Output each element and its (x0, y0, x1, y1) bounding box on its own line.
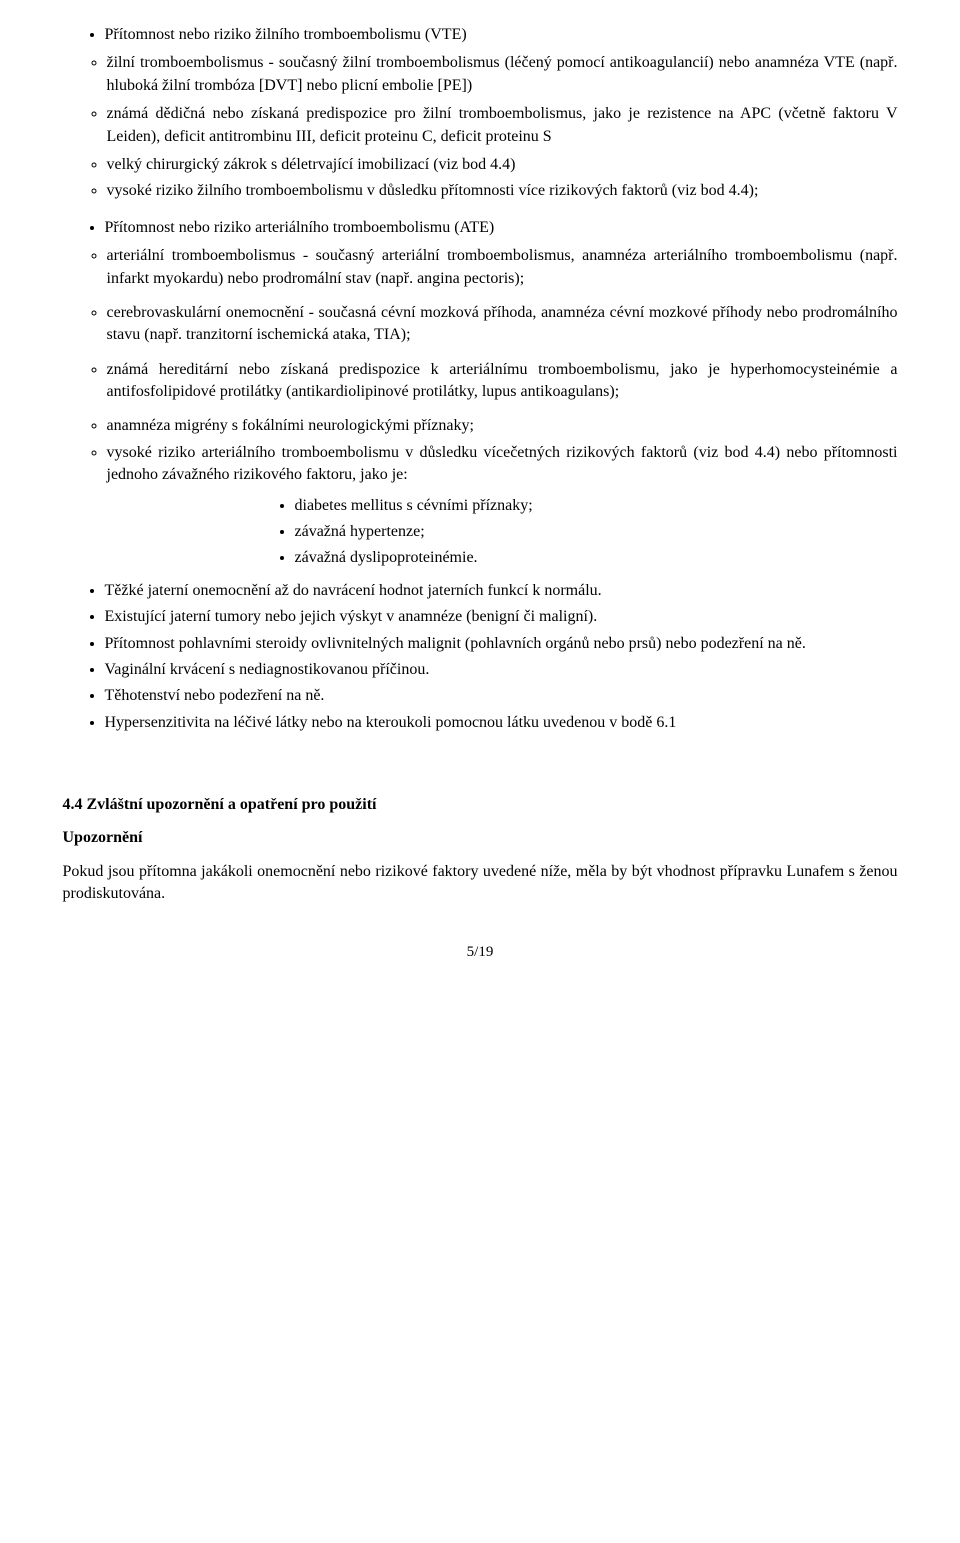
ate-item-4: vysoké riziko arteriálního tromboembolis… (107, 442, 898, 487)
ate-items: arteriální tromboembolismus - současný a… (63, 245, 898, 487)
ate-sub-0: diabetes mellitus s cévními příznaky; (295, 495, 898, 517)
other-1: Existující jaterní tumory nebo jejich vý… (105, 606, 898, 628)
ate-heading-list: Přítomnost nebo riziko arteriálního trom… (63, 217, 898, 239)
other-items: Těžké jaterní onemocnění až do navrácení… (63, 580, 898, 734)
ate-item-3: anamnéza migrény s fokálními neurologick… (107, 415, 898, 437)
vte-heading-list: Přítomnost nebo riziko žilního tromboemb… (63, 24, 898, 46)
vte-heading: Přítomnost nebo riziko žilního tromboemb… (105, 24, 898, 46)
vte-item-2: velký chirurgický zákrok s déletrvající … (107, 154, 898, 176)
other-0: Těžké jaterní onemocnění až do navrácení… (105, 580, 898, 602)
ate-sub-items: diabetes mellitus s cévními příznaky; zá… (63, 495, 898, 570)
ate-sub-1: závažná hypertenze; (295, 521, 898, 543)
ate-item-0: arteriální tromboembolismus - současný a… (107, 245, 898, 290)
other-4: Těhotenství nebo podezření na ně. (105, 685, 898, 707)
other-3: Vaginální krvácení s nediagnostikovanou … (105, 659, 898, 681)
warning-heading: Upozornění (63, 827, 898, 849)
other-2: Přítomnost pohlavními steroidy ovlivnite… (105, 633, 898, 655)
vte-item-0: žilní tromboembolismus - současný žilní … (107, 52, 898, 97)
vte-items: žilní tromboembolismus - současný žilní … (63, 52, 898, 202)
ate-item-2: známá hereditární nebo získaná predispoz… (107, 359, 898, 404)
vte-item-1: známá dědičná nebo získaná predispozice … (107, 103, 898, 148)
ate-sub-2: závažná dyslipoproteinémie. (295, 547, 898, 569)
warning-text: Pokud jsou přítomna jakákoli onemocnění … (63, 861, 898, 906)
page-number: 5/19 (63, 942, 898, 963)
section-4-4-title: 4.4 Zvláštní upozornění a opatření pro p… (63, 794, 898, 816)
ate-item-1: cerebrovaskulární onemocnění - současná … (107, 302, 898, 347)
vte-item-3: vysoké riziko žilního tromboembolismu v … (107, 180, 898, 202)
other-5: Hypersenzitivita na léčivé látky nebo na… (105, 712, 898, 734)
ate-heading: Přítomnost nebo riziko arteriálního trom… (105, 217, 898, 239)
